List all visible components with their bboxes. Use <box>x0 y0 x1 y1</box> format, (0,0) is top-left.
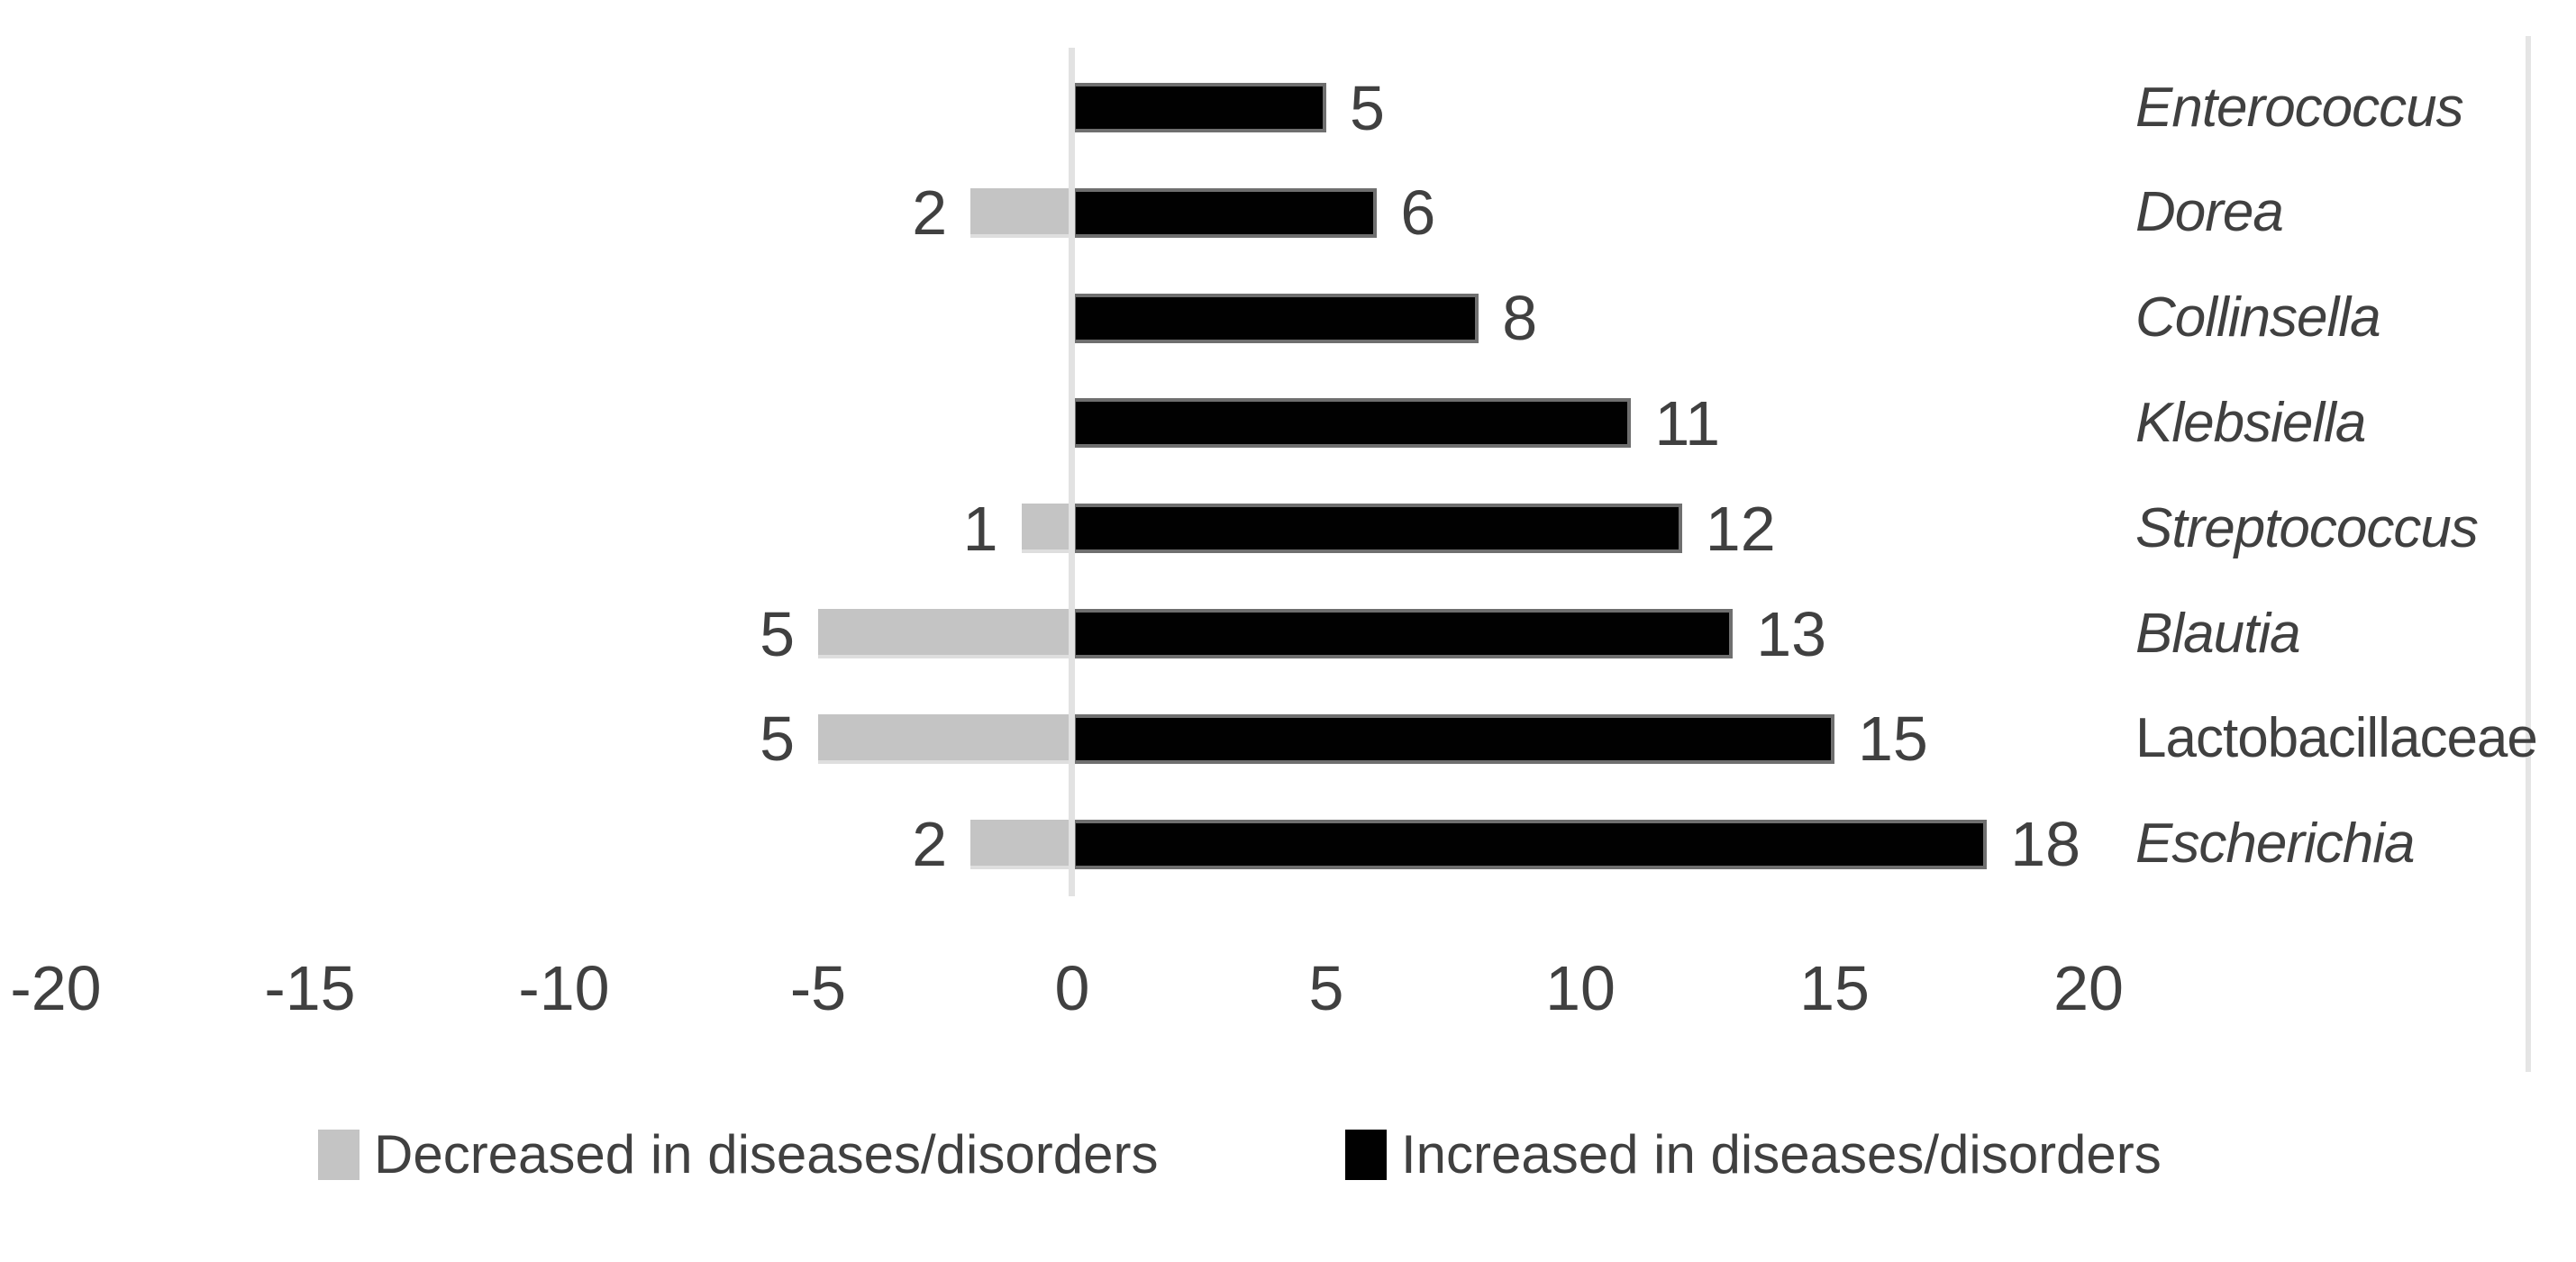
category-label: Klebsiella <box>2135 391 2366 454</box>
legend-marker-decreased <box>318 1130 360 1180</box>
increased-bar <box>1072 83 1326 132</box>
x-tick-label: 15 <box>1799 953 1870 1023</box>
increased-value-label: 12 <box>1705 493 1776 564</box>
legend-label-decreased: Decreased in diseases/disorders <box>374 1124 1159 1185</box>
increased-value-label: 5 <box>1350 72 1385 143</box>
x-tick-label: -15 <box>264 953 356 1023</box>
category-label: Collinsella <box>2135 286 2381 350</box>
legend-label-increased: Increased in diseases/disorders <box>1401 1124 2162 1185</box>
increased-bar <box>1072 609 1734 658</box>
increased-bar <box>1072 713 1834 764</box>
increased-value-label: 18 <box>2010 809 2081 880</box>
category-label: Dorea <box>2135 181 2284 244</box>
increased-bar <box>1072 187 1378 238</box>
plot-right-border-line <box>2526 36 2531 1072</box>
decreased-value-label: 5 <box>760 598 795 669</box>
decreased-bar <box>818 713 1072 764</box>
zero-axis-line <box>1069 48 1075 896</box>
decreased-value-label: 2 <box>912 177 948 249</box>
decreased-value-label: 2 <box>912 809 948 880</box>
x-tick-label: -5 <box>789 953 847 1023</box>
increased-bar <box>1072 398 1632 449</box>
x-tick-label: -20 <box>10 953 102 1023</box>
legend: Decreased in diseases/disorders Increase… <box>0 1128 2576 1191</box>
increased-value-label: 11 <box>1654 387 1721 458</box>
legend-marker-increased <box>1345 1130 1387 1180</box>
x-tick-label: 5 <box>1308 953 1344 1023</box>
category-label: Escherichia <box>2135 813 2415 876</box>
increased-bar <box>1072 293 1479 343</box>
decreased-bar <box>818 609 1072 658</box>
increased-value-label: 8 <box>1502 283 1538 354</box>
category-label: Streptococcus <box>2135 496 2479 559</box>
x-tick-label: 0 <box>1054 953 1090 1023</box>
increased-value-label: 15 <box>1858 704 1928 775</box>
legend-item-increased: Increased in diseases/disorders <box>1345 1128 2162 1182</box>
x-tick-label: -10 <box>518 953 610 1023</box>
increased-value-label: 13 <box>1756 598 1827 669</box>
category-label: Blautia <box>2135 602 2301 665</box>
decreased-value-label: 1 <box>962 493 998 564</box>
legend-item-decreased: Decreased in diseases/disorders <box>318 1128 1158 1182</box>
increased-bar <box>1072 819 1988 869</box>
decreased-value-label: 5 <box>760 704 795 775</box>
increased-value-label: 6 <box>1400 177 1436 249</box>
decreased-bar <box>970 187 1072 238</box>
decreased-bar <box>1021 504 1072 554</box>
x-tick-label: 20 <box>2053 953 2124 1023</box>
x-tick-label: 10 <box>1545 953 1616 1023</box>
increased-bar <box>1072 504 1682 554</box>
category-label: Enterococcus <box>2135 76 2464 139</box>
decreased-bar <box>970 819 1072 869</box>
category-label: Lactobacillaceae <box>2135 707 2538 770</box>
